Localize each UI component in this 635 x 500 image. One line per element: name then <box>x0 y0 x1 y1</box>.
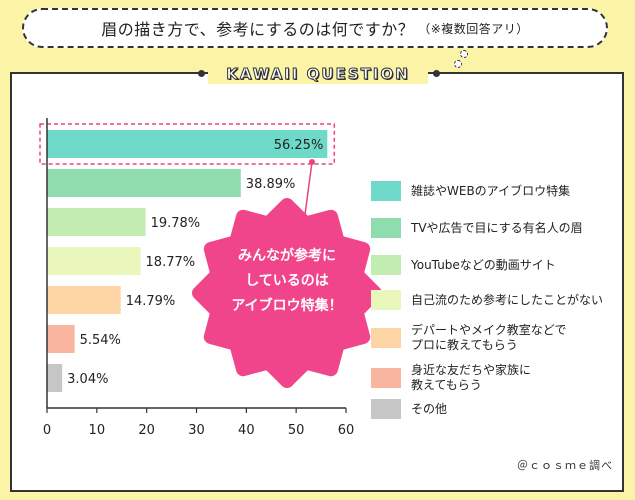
legend-item-3: 自己流のため参考にしたことがない <box>371 290 603 310</box>
banner-dot-left <box>198 70 205 77</box>
legend-label-2: YouTubeなどの動画サイト <box>411 257 556 272</box>
bar-value-label-4: 14.79% <box>126 294 176 309</box>
x-tick-label-5: 50 <box>288 423 305 438</box>
bar-4 <box>47 286 121 314</box>
legend-swatch-4 <box>371 328 401 348</box>
legend-item-6: その他 <box>371 399 447 419</box>
legend-item-1: TVや広告で目にする有名人の眉 <box>371 218 583 238</box>
callout-dot <box>309 159 315 165</box>
callout-burst <box>192 198 382 388</box>
source-credit: ＠ｃｏｓｍｅ調べ <box>517 459 613 472</box>
bar-value-label-2: 19.78% <box>151 216 201 231</box>
question-bubble: 眉の描き方で、参考にするのは何ですか？ （※複数回答アリ） <box>22 8 608 48</box>
legend-label-6: その他 <box>411 401 448 416</box>
x-tick-label-3: 30 <box>188 423 205 438</box>
legend-swatch-6 <box>371 399 401 419</box>
legend-label-4: デパートやメイク教室などで プロに教えてもらう <box>411 323 567 352</box>
callout-text: みんなが参考に しているのは アイブロウ特集！ <box>231 248 343 314</box>
legend-swatch-3 <box>371 290 401 310</box>
legend-swatch-1 <box>371 218 401 238</box>
legend-label-3: 自己流のため参考にしたことがない <box>411 292 604 307</box>
bar-value-label-1: 38.89% <box>246 177 296 192</box>
banner-dot-right <box>433 70 440 77</box>
callout-connector <box>303 161 313 223</box>
bar-6 <box>47 364 63 392</box>
banner-title: KAWAII QUESTION <box>208 64 428 84</box>
bar-2 <box>47 208 146 236</box>
legend-item-0: 雑誌やWEBのアイブロウ特集 <box>371 181 570 201</box>
question-note: （※複数回答アリ） <box>418 21 529 36</box>
legend-swatch-5 <box>371 368 401 388</box>
bar-value-label-6: 3.04% <box>67 372 108 387</box>
x-tick-label-0: 0 <box>43 423 51 438</box>
legend-label-5: 身近な友だちや家族に 教えてもらう <box>411 363 532 392</box>
legend-swatch-0 <box>371 181 401 201</box>
question-text: 眉の描き方で、参考にするのは何ですか？ <box>101 20 415 39</box>
bar-1 <box>47 169 241 197</box>
bubble-tail-dot <box>454 60 462 68</box>
x-tick-label-2: 20 <box>138 423 155 438</box>
legend-item-2: YouTubeなどの動画サイト <box>371 255 556 275</box>
x-tick-label-6: 60 <box>338 423 355 438</box>
legend-item-4: デパートやメイク教室などで プロに教えてもらう <box>371 323 567 353</box>
legend-swatch-2 <box>371 255 401 275</box>
highlight-box <box>39 123 336 165</box>
bar-value-label-3: 18.77% <box>146 255 196 270</box>
legend-label-1: TVや広告で目にする有名人の眉 <box>411 220 583 235</box>
x-tick-label-1: 10 <box>89 423 106 438</box>
bubble-tail-dot <box>460 50 468 58</box>
bar-value-label-5: 5.54% <box>80 333 121 348</box>
x-tick-label-4: 40 <box>238 423 255 438</box>
legend-label-0: 雑誌やWEBのアイブロウ特集 <box>411 183 571 198</box>
bar-3 <box>47 247 141 275</box>
bar-5 <box>47 325 75 353</box>
legend-item-5: 身近な友だちや家族に 教えてもらう <box>371 363 531 393</box>
bar-0 <box>47 130 328 158</box>
bar-value-label-0: 56.25% <box>274 138 324 153</box>
